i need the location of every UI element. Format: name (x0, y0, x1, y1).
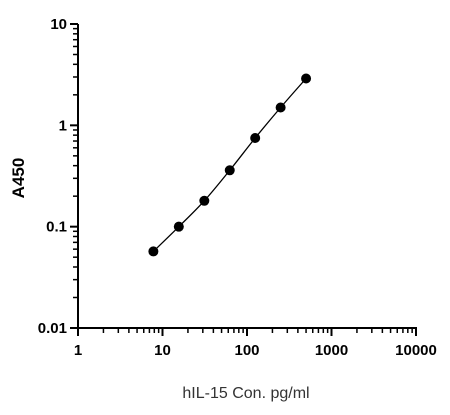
axes (76, 24, 417, 330)
data-point (224, 165, 235, 176)
y-tick-label: 10 (50, 16, 67, 33)
x-axis-title: hIL-15 Con. pg/ml (182, 385, 309, 402)
x-tick-label: 100 (234, 342, 259, 359)
data-point (301, 73, 312, 84)
data-point (173, 221, 184, 232)
data-point (275, 102, 286, 113)
ticks: 1 10 100 1000 10000 0.01 0.1 1 10 (38, 16, 437, 359)
x-tick-label: 10000 (395, 342, 437, 359)
x-tick-label: 1 (74, 342, 82, 359)
data-points (148, 73, 312, 257)
y-tick-label: 0.01 (38, 320, 67, 337)
x-tick-label: 10 (154, 342, 171, 359)
data-point (250, 132, 261, 143)
x-tick-label: 1000 (315, 342, 348, 359)
data-point (148, 246, 159, 257)
y-axis-title: A450 (9, 158, 28, 199)
y-tick-label: 1 (59, 117, 67, 134)
data-point (199, 195, 210, 206)
y-tick-label: 0.1 (46, 219, 67, 236)
